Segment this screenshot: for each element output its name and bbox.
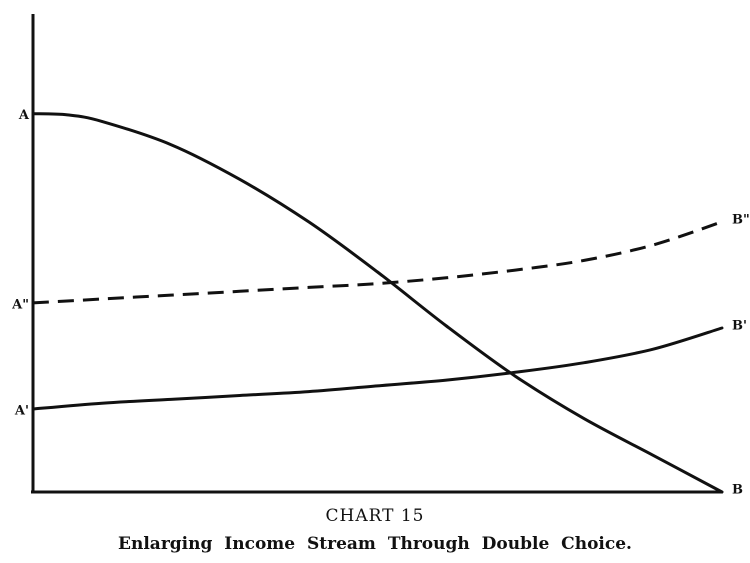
series-end-label-2: B" xyxy=(732,212,750,227)
series-layer xyxy=(31,112,724,494)
series-line-2 xyxy=(32,220,723,305)
series-line-1 xyxy=(31,112,724,494)
chart-canvas: A B A" B" A' B' xyxy=(11,14,750,498)
series-start-label-2: A" xyxy=(11,297,29,312)
series-start-label-3: A' xyxy=(14,404,29,419)
chart-title: Enlarging Income Stream Through Double C… xyxy=(118,534,632,554)
series-line-3 xyxy=(31,326,724,411)
series-end-label-1: B xyxy=(732,483,743,498)
label-layer: A B A" B" A' B' xyxy=(11,108,750,497)
chart-number: CHART 15 xyxy=(325,506,425,526)
series-start-label-1: A xyxy=(18,108,30,123)
series-end-label-3: B' xyxy=(732,318,747,333)
